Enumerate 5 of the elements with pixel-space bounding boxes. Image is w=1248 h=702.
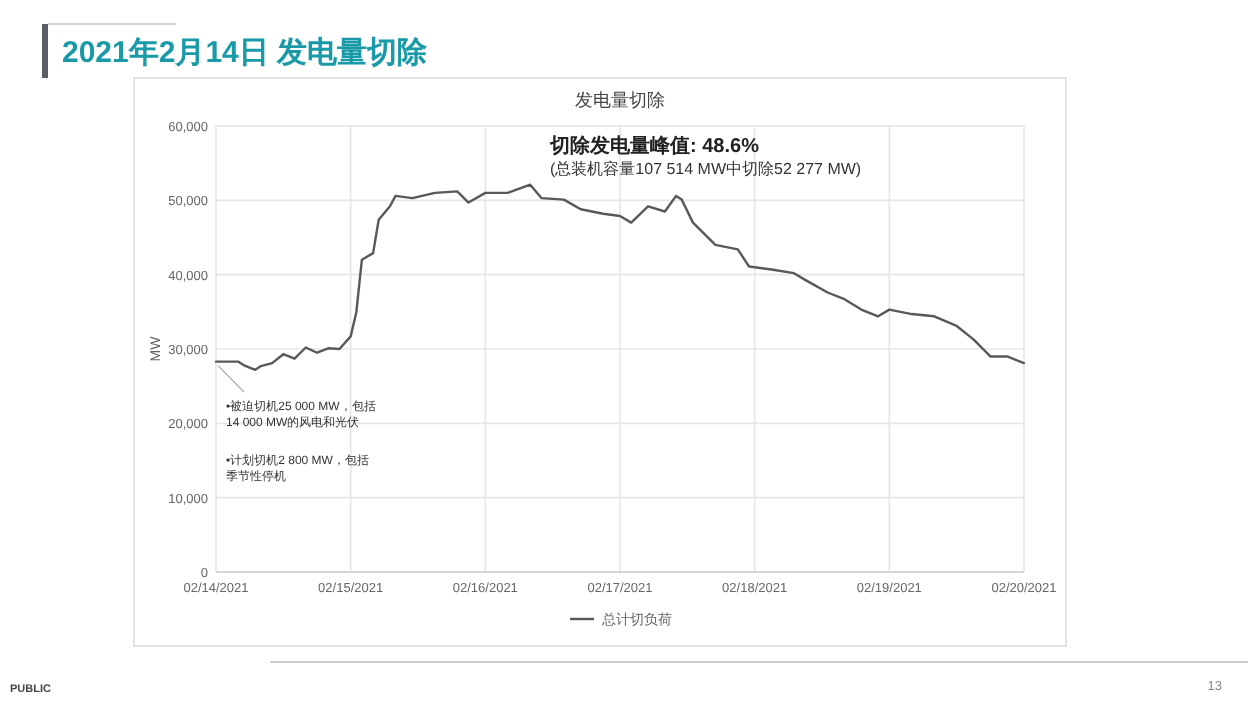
line-series xyxy=(214,183,1026,372)
chart-title: 2021年2月14日 发电量切除 xyxy=(62,36,430,70)
chart-subtitle: 发电量切除 xyxy=(575,90,665,110)
annotation: (总装机容量107 514 MW中切除52 277 MW) xyxy=(550,160,862,178)
annotation: 切除发电量峰值: 48.6% xyxy=(548,134,760,158)
